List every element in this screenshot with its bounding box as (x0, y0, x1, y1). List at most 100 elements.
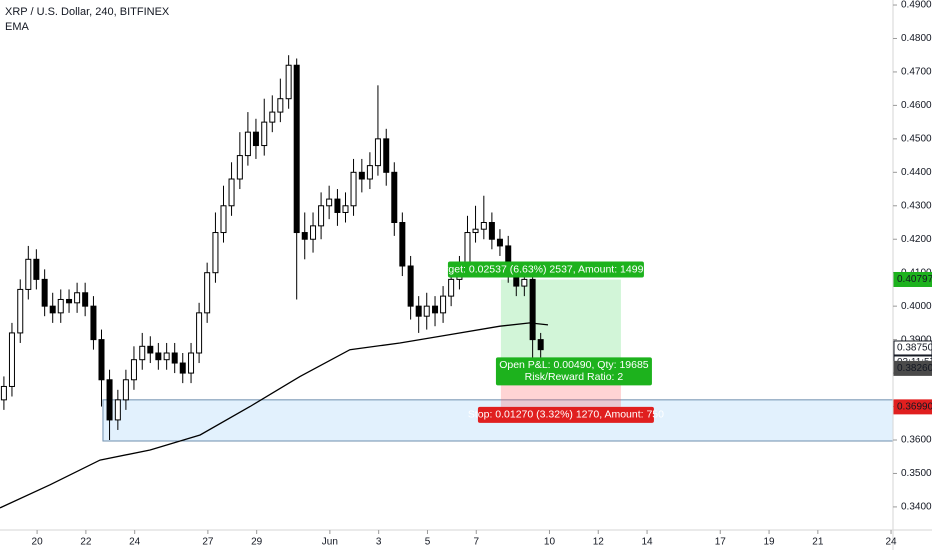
x-tick-label: 22 (80, 537, 92, 548)
x-tick-label: 5 (425, 537, 431, 548)
candle-body (155, 352, 162, 361)
candle-body (285, 64, 292, 100)
candle-body (163, 352, 170, 361)
candle-body (74, 292, 81, 304)
candle-body (261, 121, 268, 147)
candle-body (318, 205, 325, 227)
candle-body (25, 258, 32, 290)
candle-body (269, 111, 276, 123)
stop-label: Stop: 0.01270 (3.32%) 1270, Amount: 750 (468, 409, 664, 421)
chart-title: XRP / U.S. Dollar, 240, BITFINEX (5, 6, 170, 18)
candle-body (277, 98, 284, 113)
x-tick-label: 20 (32, 537, 44, 548)
candle-body (301, 232, 308, 240)
profit-zone (500, 279, 621, 365)
candle-body (147, 345, 154, 354)
pnl-label-bg (495, 357, 652, 386)
candle-body (171, 352, 178, 364)
candle-body (122, 379, 129, 401)
x-tick-label: 19 (763, 537, 775, 548)
candle-body (0, 385, 7, 401)
candle-body (188, 352, 195, 374)
last-price-bg (893, 340, 932, 356)
candle-body (204, 272, 211, 314)
target-price: 0.40797 (897, 274, 932, 285)
candle-body (374, 138, 381, 167)
candle-body (334, 198, 341, 213)
candle-body (448, 278, 455, 297)
candle-body (228, 178, 235, 207)
x-tick-label: 12 (593, 537, 605, 548)
x-tick-label: 17 (715, 537, 727, 548)
candle-body (383, 138, 390, 173)
candle-body (130, 359, 137, 381)
candle-body (537, 339, 544, 351)
candle-body (350, 171, 357, 207)
candle-body (17, 288, 24, 334)
entry-price: 0.38260 (897, 363, 932, 374)
candle-body (252, 131, 259, 147)
candle-body (423, 305, 430, 317)
candle-body (496, 238, 503, 247)
x-tick-label: 27 (202, 537, 214, 548)
x-tick-label: 10 (544, 537, 556, 548)
candle-body (342, 205, 349, 213)
x-tick-label: 29 (251, 537, 263, 548)
candle-body (236, 155, 243, 180)
candle-body (399, 222, 406, 267)
candle-body (196, 312, 203, 354)
candle-body (33, 258, 40, 280)
candle-body (366, 165, 373, 180)
candle-body (488, 222, 495, 240)
candle-body (310, 225, 317, 240)
candle-body (90, 305, 97, 341)
x-tick-label: 24 (885, 537, 897, 548)
candle-body (98, 339, 105, 381)
candle-body (293, 64, 300, 234)
candle-body (529, 278, 536, 341)
x-tick-label: 24 (129, 537, 141, 548)
candle-body (391, 171, 398, 224)
x-tick-label: 7 (473, 537, 479, 548)
candle-body (432, 305, 439, 314)
candle-body (521, 278, 528, 287)
candle-body (472, 228, 479, 234)
candle-body (66, 298, 73, 304)
target-label: Target: 0.02537 (6.63%) 2537, Amount: 14… (434, 263, 658, 275)
stop-price: 0.36990 (897, 402, 932, 413)
indicator-label: EMA (5, 21, 30, 33)
candle-body (179, 362, 186, 374)
target-price-bg (893, 271, 932, 287)
candle-body (8, 332, 15, 387)
candle-body (464, 232, 471, 267)
x-tick-label: 3 (376, 537, 382, 548)
pnl-label: Open P&L: 0.00490, Qty: 19685 (499, 359, 649, 371)
candle-body (212, 232, 219, 274)
stop-price-bg (893, 399, 932, 415)
candle-body (480, 222, 487, 230)
candle-body (82, 292, 89, 307)
x-tick-label: Jun (322, 537, 338, 548)
candle-body (326, 198, 333, 207)
candle-body (139, 345, 146, 361)
ema-line (0, 322, 549, 509)
last-price: 0.38750 (897, 343, 932, 354)
candle-body (220, 205, 227, 234)
stop-label-bg (477, 406, 654, 423)
candle-body (440, 295, 447, 314)
target-label-bg (447, 261, 644, 278)
ratio-label: Risk/Reward Ratio: 2 (525, 371, 624, 383)
candle-body (49, 305, 56, 314)
x-tick-label: 14 (641, 537, 653, 548)
